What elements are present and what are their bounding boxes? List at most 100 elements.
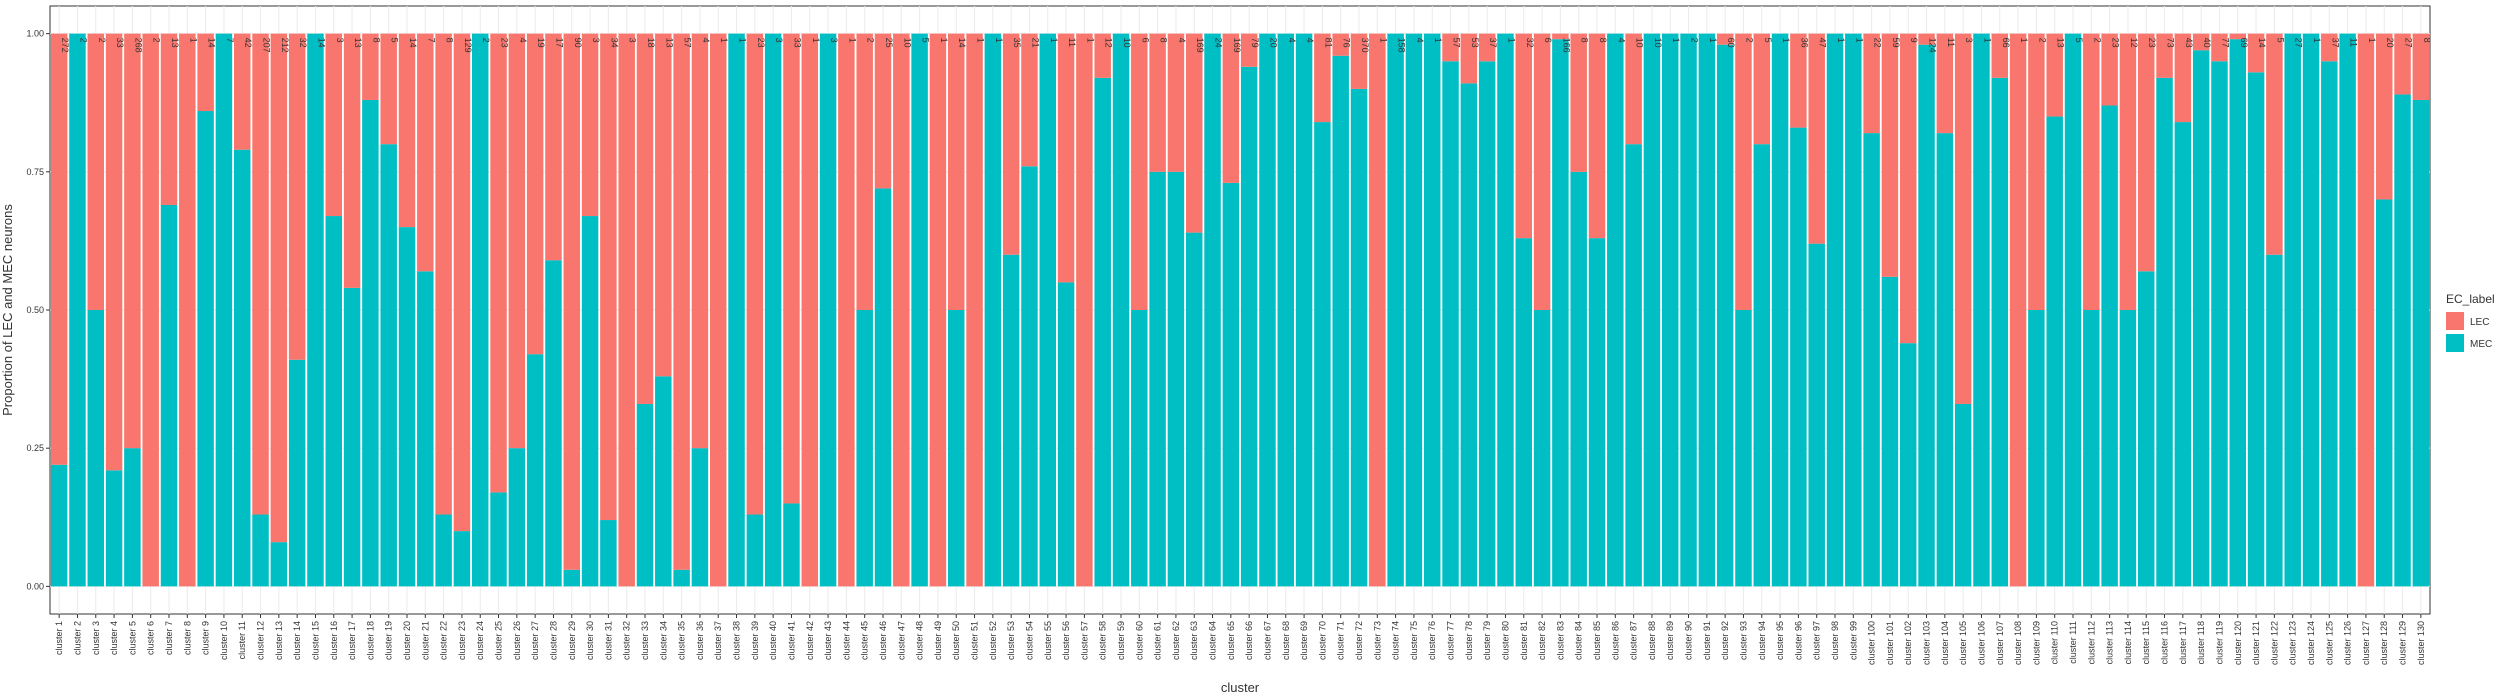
bar-label: 24 [1214, 38, 1224, 48]
bar-label: 9 [1909, 38, 1919, 43]
bar-label: 1 [847, 38, 857, 43]
x-tick-label: cluster 114 [2123, 621, 2133, 664]
bar-label: 4 [1616, 38, 1626, 43]
bar-label: 5 [2275, 38, 2285, 43]
bar-label: 37 [2330, 38, 2340, 48]
x-tick-label: cluster 96 [1793, 621, 1803, 660]
bar-label: 5 [921, 38, 931, 43]
x-tick-label: cluster 25 [494, 621, 504, 660]
bar-segment [435, 514, 452, 587]
bar-label: 6 [1140, 38, 1150, 43]
bar-label: 10 [902, 38, 912, 48]
bar-segment [655, 33, 672, 377]
x-tick-label: cluster 60 [1134, 621, 1144, 660]
bar-segment [746, 514, 764, 587]
bar-segment [2046, 116, 2063, 587]
bar-segment [1167, 171, 1185, 587]
x-tick-label: cluster 39 [750, 621, 760, 660]
bar-label: 10 [1653, 38, 1663, 48]
x-tick-label: cluster 104 [1940, 621, 1950, 665]
bar-label: 25 [884, 38, 894, 48]
bar-segment [709, 33, 727, 587]
bar-segment [2156, 77, 2173, 587]
bar-segment [1002, 254, 1020, 587]
bar-segment [105, 33, 123, 471]
bar-segment [2064, 33, 2082, 587]
bar-label: 129 [463, 38, 473, 53]
bar-segment [1350, 33, 1368, 89]
bar-segment [288, 33, 306, 360]
bar-segment [1790, 33, 1807, 128]
bar-label: 1 [1982, 38, 1992, 43]
bar-segment [1533, 310, 1551, 587]
bar-label: 4 [1305, 38, 1315, 43]
bar-segment [2284, 33, 2301, 587]
bar-label: 17 [554, 38, 564, 48]
x-tick-label: cluster 9 [201, 621, 211, 655]
bar-segment [1863, 133, 1880, 587]
bar-label: 169 [1232, 38, 1242, 53]
bar-segment [2156, 33, 2173, 78]
bar-label: 1 [1049, 38, 1059, 43]
x-tick-label: cluster 115 [2141, 621, 2151, 664]
x-tick-label: cluster 14 [292, 621, 302, 660]
x-tick-label: cluster 46 [878, 621, 888, 660]
bar-segment [490, 33, 507, 493]
bar-segment [1954, 403, 1972, 587]
bar-segment [1222, 182, 1240, 587]
bar-label: 212 [280, 38, 290, 53]
x-tick-label: cluster 19 [384, 621, 394, 660]
bar-segment [1808, 243, 1825, 587]
x-tick-label: cluster 20 [402, 621, 412, 660]
bar-segment [325, 216, 343, 587]
bar-segment [1790, 127, 1807, 587]
x-tick-label: cluster 24 [475, 621, 485, 660]
bar-label: 1 [738, 38, 748, 43]
x-tick-label: cluster 109 [2031, 621, 2041, 665]
x-tick-label: cluster 75 [1409, 621, 1419, 660]
bar-label: 57 [1452, 38, 1462, 48]
x-tick-label: cluster 15 [310, 621, 320, 660]
bar-segment [197, 33, 214, 112]
bar-segment [1533, 33, 1551, 311]
bar-segment [435, 33, 452, 515]
bar-segment [2119, 310, 2137, 587]
bar-label: 12 [1104, 38, 1114, 48]
bar-label: 22 [1873, 38, 1883, 48]
bar-label: 13 [2056, 38, 2066, 48]
bar-label: 13 [664, 38, 674, 48]
bar-label: 1 [1506, 38, 1516, 43]
x-tick-label: cluster 42 [805, 621, 815, 660]
bar-segment [1478, 33, 1496, 62]
bar-label: 12 [2129, 38, 2139, 48]
bar-label: 1 [994, 38, 1004, 43]
bar-label: 53 [1470, 38, 1480, 48]
bar-segment [1936, 33, 1954, 134]
bar-segment [1222, 33, 1240, 183]
x-tick-label: cluster 71 [1336, 621, 1346, 660]
bar-segment [874, 188, 892, 587]
bar-label: 59 [1891, 38, 1901, 48]
bar-segment [508, 33, 526, 449]
bar-segment [2174, 122, 2192, 587]
bar-segment [1497, 33, 1514, 587]
bar-segment [838, 33, 855, 587]
x-tick-label: cluster 17 [347, 621, 357, 660]
bar-segment [1918, 44, 1935, 587]
bar-segment [2229, 33, 2247, 40]
bar-segment [2247, 72, 2265, 587]
x-tick-label: cluster 94 [1757, 621, 1767, 660]
x-tick-label: cluster 53 [1006, 621, 1016, 660]
bar-segment [1625, 144, 1642, 587]
bar-segment [691, 33, 709, 449]
x-tick-label: cluster 105 [1958, 621, 1968, 665]
bar-segment [1423, 33, 1441, 587]
x-tick-label: cluster 41 [786, 621, 796, 660]
bar-segment [1973, 33, 1990, 587]
bar-label: 1 [1671, 38, 1681, 43]
x-tick-label: cluster 85 [1592, 621, 1602, 660]
bar-segment [1350, 88, 1368, 587]
bar-label: 166 [1561, 38, 1571, 53]
bar-segment [1735, 33, 1752, 311]
bar-label: 1 [1085, 38, 1095, 43]
